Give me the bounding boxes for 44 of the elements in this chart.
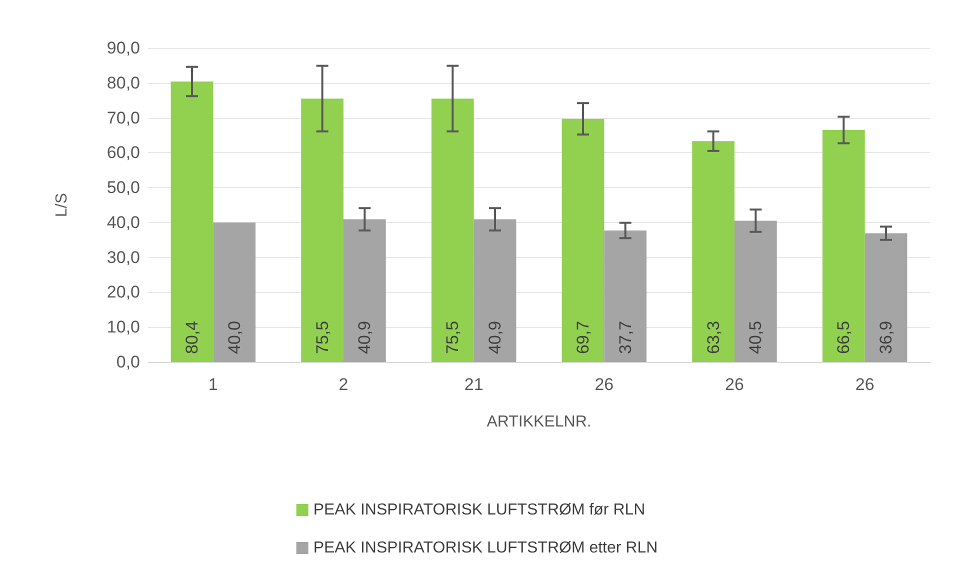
data-label: 63,3	[704, 320, 723, 354]
data-label: 75,5	[443, 320, 462, 354]
y-axis-title: L/S	[54, 192, 70, 218]
data-label: 40,9	[486, 320, 505, 354]
data-label: 75,5	[312, 320, 332, 354]
x-tick-label: 26	[594, 375, 614, 394]
x-axis-title: ARTIKKELNR.	[486, 414, 592, 430]
bar	[822, 130, 865, 362]
y-tick-label: 10,0	[106, 318, 140, 337]
y-tick-label: 20,0	[106, 282, 140, 302]
x-tick-label: 26	[855, 375, 874, 394]
legend-label: PEAK INSPIRATORISK LUFTSTRØM etter RLN	[313, 540, 658, 556]
data-label: 69,7	[573, 320, 592, 354]
legend-label: PEAK INSPIRATORISK LUFTSTRØM før RLN	[313, 502, 646, 518]
bar	[864, 233, 908, 362]
data-label: 80,4	[182, 320, 202, 354]
bar	[604, 230, 647, 362]
bar	[562, 118, 604, 362]
y-tick-label: 90,0	[106, 38, 140, 58]
bar	[692, 141, 734, 362]
y-tick-label: 80,0	[106, 73, 140, 92]
bar	[734, 220, 777, 362]
y-tick-label: 60,0	[106, 143, 140, 162]
data-label: 40,5	[746, 320, 766, 354]
data-label: 66,5	[834, 320, 854, 354]
y-tick-label: 30,0	[106, 248, 140, 267]
bar	[170, 81, 214, 362]
data-label: 40,0	[224, 320, 244, 354]
y-tick-label: 0,0	[116, 352, 140, 372]
x-tick-label: 1	[208, 375, 218, 394]
y-tick-label: 40,0	[106, 212, 140, 232]
x-tick-label: 26	[725, 375, 744, 394]
bar	[474, 219, 516, 362]
data-label: 36,9	[876, 320, 896, 354]
bar	[301, 98, 344, 362]
y-tick-label: 70,0	[106, 108, 140, 128]
bar	[344, 219, 386, 362]
y-tick-label: 50,0	[106, 178, 140, 198]
bar	[213, 222, 256, 362]
data-label: 40,9	[355, 320, 374, 354]
x-tick-label: 2	[338, 375, 348, 394]
bar	[431, 98, 474, 362]
data-label: 37,7	[616, 320, 635, 354]
x-tick-label: 21	[464, 375, 484, 394]
